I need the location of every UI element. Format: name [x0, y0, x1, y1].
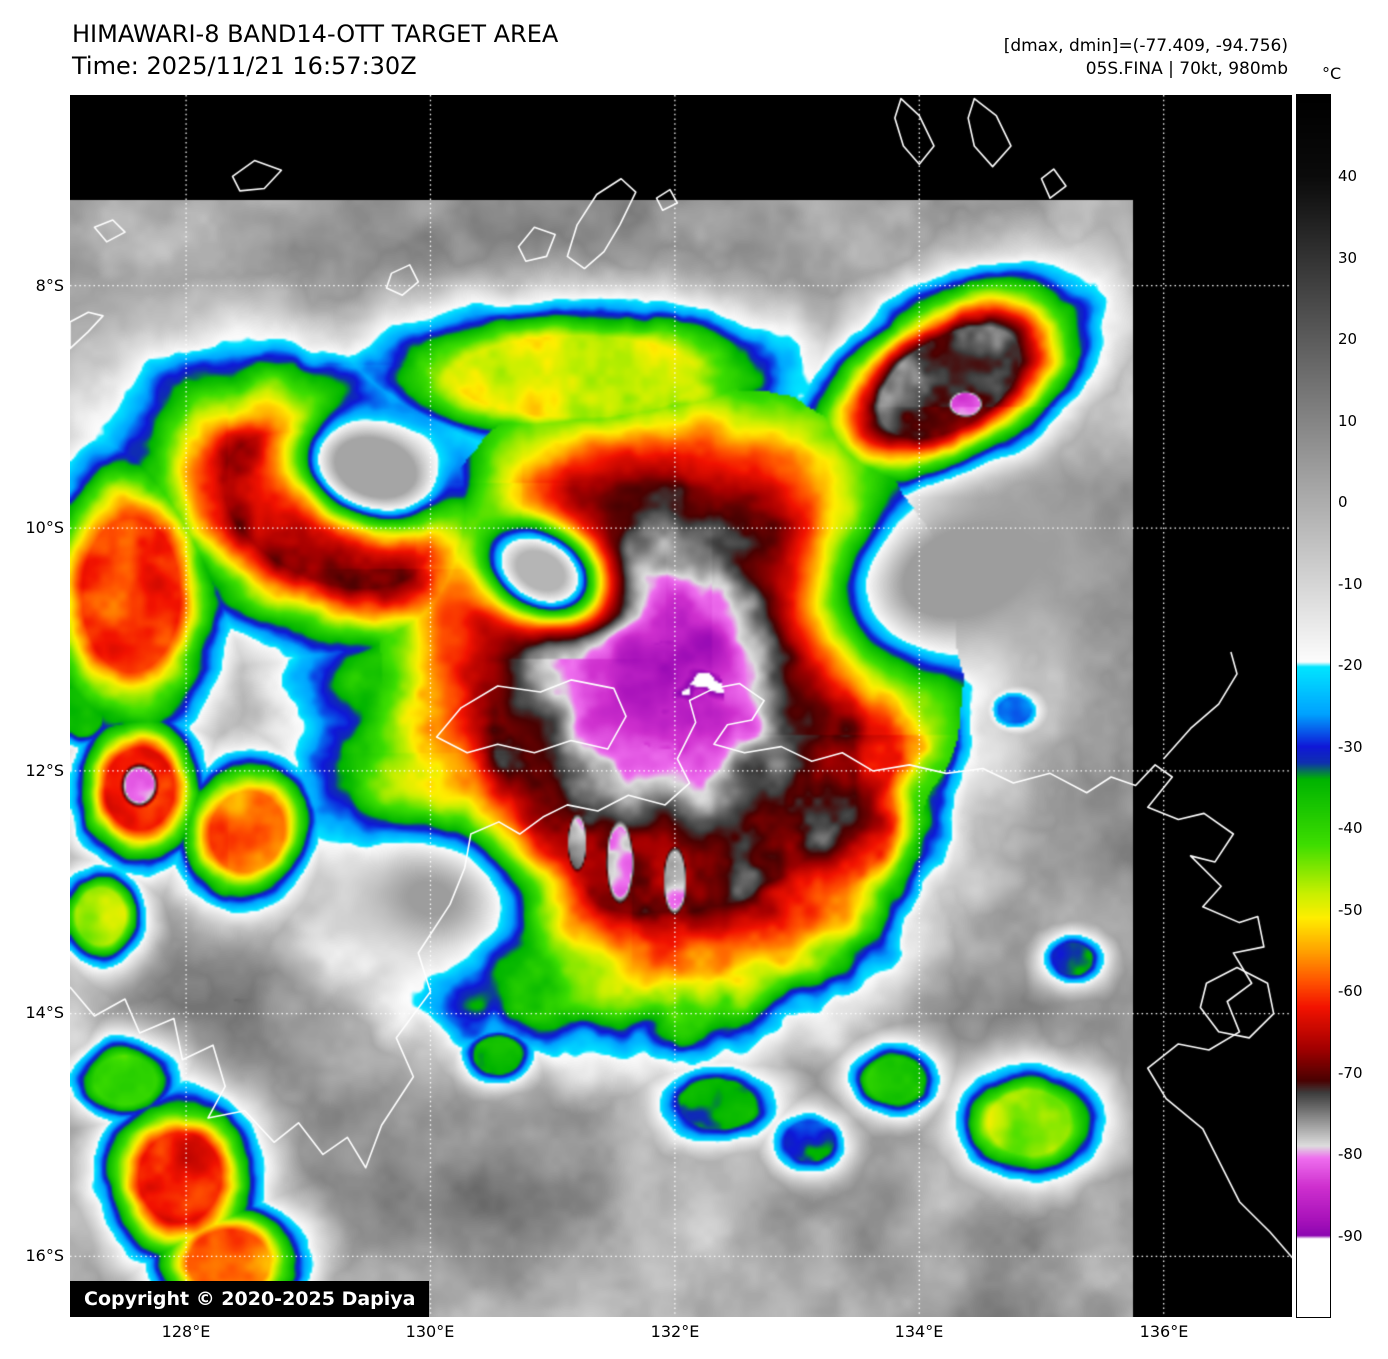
- colorbar-tick-label: -30: [1338, 738, 1363, 756]
- lon-tick-label: 136°E: [1139, 1322, 1189, 1341]
- colorbar-tick-label: -60: [1338, 982, 1363, 1000]
- lat-tick-label: 14°S: [25, 1003, 64, 1022]
- product-title: HIMAWARI-8 BAND14-OTT TARGET AREA: [72, 20, 559, 48]
- dmax-dmin-readout: [dmax, dmin]=(-77.409, -94.756): [1003, 36, 1288, 56]
- lat-tick-label: 16°S: [25, 1246, 64, 1265]
- lon-tick-label: 128°E: [161, 1322, 211, 1341]
- colorbar-tick-label: -10: [1338, 575, 1363, 593]
- colorbar-tick-label: 10: [1338, 412, 1358, 430]
- lat-tick-label: 8°S: [35, 276, 64, 295]
- colorbar-tick-label: 40: [1338, 167, 1358, 185]
- colorbar-tick-label: 30: [1338, 249, 1358, 267]
- timestamp-line: Time: 2025/11/21 16:57:30Z: [72, 52, 417, 80]
- storm-info-readout: 05S.FINA | 70kt, 980mb: [1085, 59, 1288, 79]
- lat-tick-label: 10°S: [25, 518, 64, 537]
- lon-tick-label: 132°E: [650, 1322, 700, 1341]
- lon-tick-label: 130°E: [405, 1322, 455, 1341]
- colorbar-tick-label: 0: [1338, 493, 1348, 511]
- copyright-badge: Copyright © 2020-2025 Dapiya: [70, 1281, 430, 1317]
- lon-tick-label: 134°E: [894, 1322, 944, 1341]
- satellite-map-image: [70, 95, 1292, 1317]
- colorbar-unit-label: °C: [1322, 64, 1342, 83]
- colorbar-tick-label: -50: [1338, 901, 1363, 919]
- colorbar-tick-label: -80: [1338, 1145, 1363, 1163]
- colorbar-tick-label: -70: [1338, 1064, 1363, 1082]
- colorbar-tick-label: -90: [1338, 1227, 1363, 1245]
- colorbar: [1296, 94, 1331, 1318]
- colorbar-tick-label: -20: [1338, 656, 1363, 674]
- lat-tick-label: 12°S: [25, 761, 64, 780]
- colorbar-tick-label: 20: [1338, 330, 1358, 348]
- colorbar-tick-label: -40: [1338, 819, 1363, 837]
